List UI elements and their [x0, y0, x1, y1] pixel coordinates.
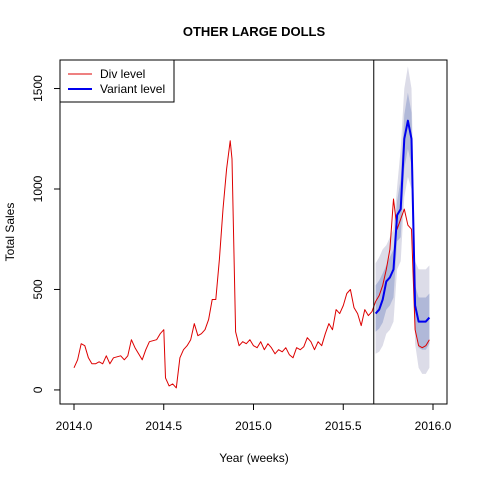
inner-band [375, 92, 430, 350]
x-tick-label: 2015.5 [325, 419, 362, 433]
series-line-1 [374, 119, 431, 323]
series-lines [73, 119, 431, 389]
y-axis: 0 500 1000 1500 [31, 75, 61, 393]
legend-label: Variant level [100, 82, 165, 96]
legend-label: Div level [100, 67, 145, 81]
y-axis-label: Total Sales [3, 203, 17, 262]
y-tick-label: 1000 [31, 175, 45, 202]
y-tick-label: 1500 [31, 75, 45, 102]
y-tick-label: 0 [31, 386, 45, 393]
legend-box [59, 59, 175, 103]
x-tick-label: 2015.0 [235, 419, 272, 433]
x-tick-label: 2014.0 [56, 419, 93, 433]
chart-title: OTHER LARGE DOLLS [183, 24, 326, 39]
x-tick-label: 2014.5 [145, 419, 182, 433]
y-tick-label: 500 [31, 279, 45, 299]
series-line-0 [73, 140, 430, 389]
x-axis: 2014.0 2014.5 2015.0 2015.5 2016.0 [56, 403, 452, 433]
x-tick-label: 2016.0 [415, 419, 452, 433]
forecast-bands [375, 66, 430, 374]
x-axis-label: Year (weeks) [219, 451, 289, 465]
plot-frame [59, 59, 448, 405]
